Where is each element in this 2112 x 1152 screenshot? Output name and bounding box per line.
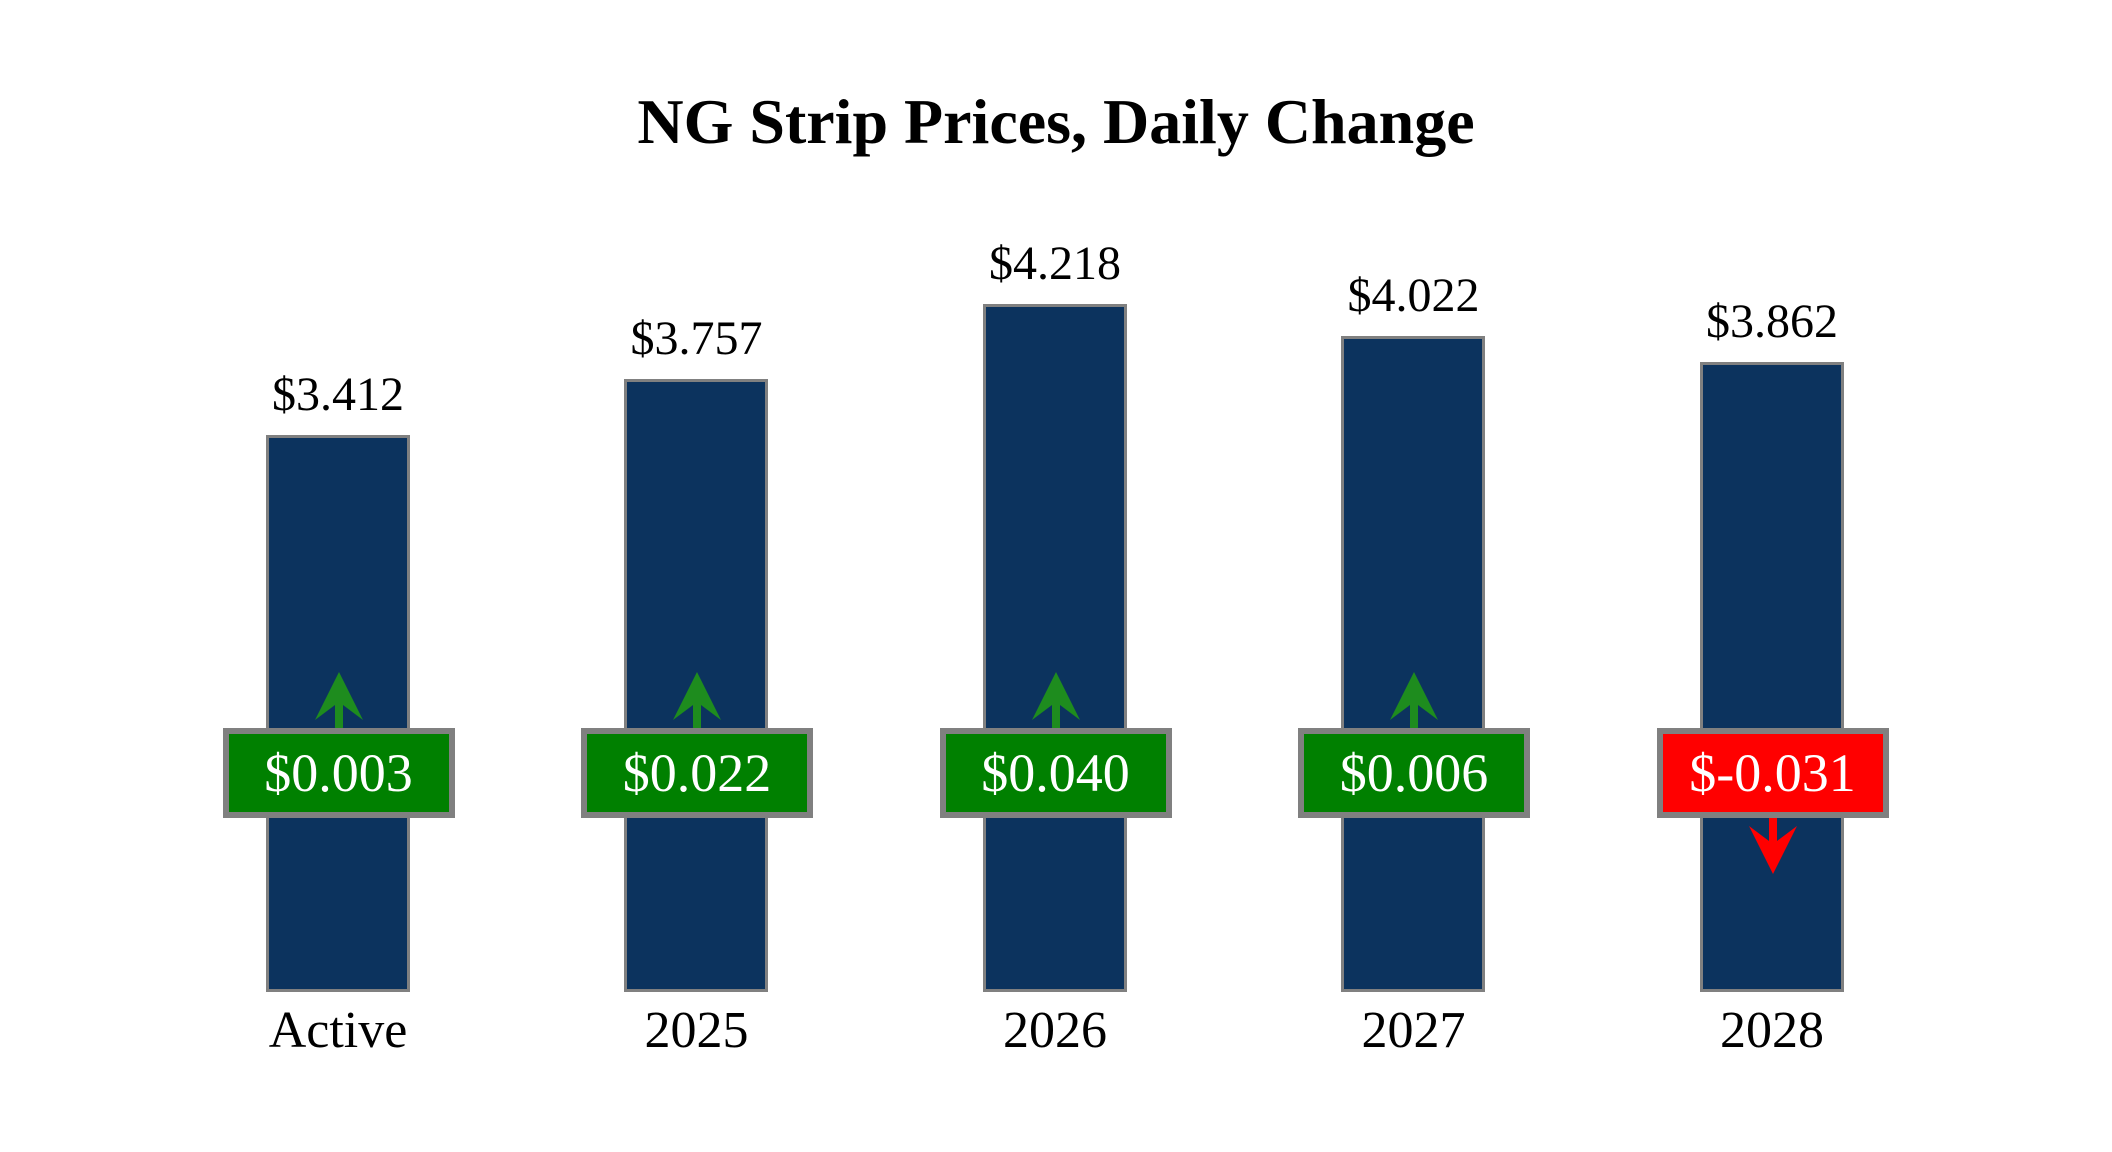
up-arrow-icon [673, 672, 721, 728]
change-value: $0.022 [622, 743, 772, 803]
category-label: 2028 [1720, 1002, 1824, 1059]
bar-group-2026: $4.218 $0.040 2026 [876, 0, 1235, 1152]
change-badge: $0.003 [222, 728, 455, 818]
bar [982, 303, 1127, 992]
bar [1699, 361, 1844, 992]
change-value: $0.003 [264, 743, 413, 803]
bar-group-2027: $4.022 $0.006 2027 [1234, 0, 1593, 1152]
bar-group-2028: $3.862 $-0.031 2028 [1593, 0, 1952, 1152]
change-badge: $0.006 [1298, 728, 1530, 818]
change-value: $-0.031 [1689, 743, 1856, 803]
up-arrow-icon [1031, 672, 1080, 728]
change-badge: $0.040 [939, 728, 1172, 818]
bar-value-label: $3.757 [630, 311, 763, 365]
change-badge: $-0.031 [1656, 728, 1889, 818]
category-label: 2026 [1003, 1002, 1107, 1059]
change-value: $0.040 [981, 743, 1130, 803]
category-label: 2027 [1361, 1002, 1466, 1059]
bar-value-label: $4.022 [1347, 268, 1480, 322]
bar-group-active: $3.412 $0.003 Active [159, 0, 518, 1152]
bar-value-label: $3.412 [272, 368, 404, 422]
bar-value-label: $3.862 [1706, 294, 1838, 348]
category-label: Active [268, 1002, 408, 1059]
bar-group-2025: $3.757 $0.022 2025 [517, 0, 876, 1152]
down-arrow-icon [1748, 818, 1797, 874]
bar-value-label: $4.218 [989, 236, 1121, 290]
up-arrow-icon [1390, 672, 1438, 728]
bar [1341, 335, 1485, 992]
change-value: $0.006 [1339, 743, 1489, 803]
category-label: 2025 [644, 1002, 749, 1059]
up-arrow-icon [314, 672, 363, 728]
chart-title: NG Strip Prices, Daily Change [637, 86, 1475, 157]
change-badge: $0.022 [581, 728, 813, 818]
